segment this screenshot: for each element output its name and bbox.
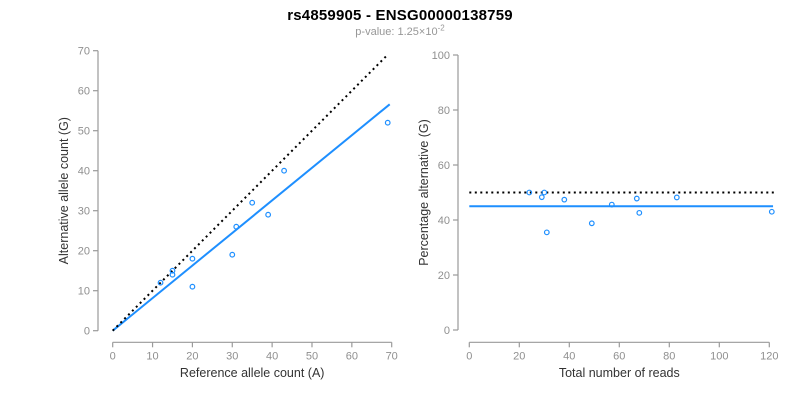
data-point xyxy=(384,119,391,126)
pvalue-text: p-value: 1.25×10 xyxy=(355,26,438,38)
x-tick-label: 10 xyxy=(146,350,158,362)
x-tick-label: 60 xyxy=(346,350,358,362)
y-tick-label: 20 xyxy=(438,270,450,282)
identity-line xyxy=(111,53,389,332)
y-axis-title: Alternative allele count (G) xyxy=(57,117,71,264)
percentage-scatter-group: 0 20 40 60 80 100 0 20 40 60 80 100 120 Percentage al… xyxy=(417,50,778,380)
y-tick-label: 40 xyxy=(438,215,450,227)
data-point xyxy=(633,195,640,202)
data-point xyxy=(608,201,615,208)
figure-title: rs4859905 - ENSG00000138759 xyxy=(287,7,513,24)
data-point xyxy=(281,167,287,174)
data-point xyxy=(189,283,196,290)
y-tick-label: 30 xyxy=(78,206,90,218)
y-tick-label: 20 xyxy=(78,246,90,258)
y-tick-label: 80 xyxy=(438,105,450,117)
data-point xyxy=(561,196,568,203)
data-point xyxy=(768,208,775,215)
y-tick-label: 40 xyxy=(78,166,90,178)
y-tick-label: 60 xyxy=(78,86,90,98)
y-tick-label: 70 xyxy=(78,46,90,58)
data-point xyxy=(265,211,272,218)
data-point xyxy=(526,189,533,196)
y-tick-label: 0 xyxy=(84,326,90,338)
x-tick-label: 30 xyxy=(226,350,238,362)
x-tick-label: 40 xyxy=(266,350,278,362)
x-tick-label: 0 xyxy=(110,350,116,362)
data-point xyxy=(588,220,595,227)
figure-header: rs4859905 - ENSG00000138759 p-value: 1.2… xyxy=(0,0,800,38)
data-point xyxy=(541,189,548,196)
x-tick-label: 70 xyxy=(386,350,398,362)
x-tick-label: 0 xyxy=(466,350,472,362)
x-tick-label: 80 xyxy=(663,350,675,362)
y-tick-label: 100 xyxy=(432,50,450,62)
y-tick-label: 50 xyxy=(78,126,90,138)
data-point xyxy=(673,194,680,201)
data-point xyxy=(538,194,545,201)
pvalue-exponent: -2 xyxy=(437,23,445,33)
data-point xyxy=(169,267,176,274)
x-tick-label: 120 xyxy=(760,350,778,362)
data-point xyxy=(189,255,196,262)
x-tick-label: 40 xyxy=(563,350,575,362)
x-tick-label: 100 xyxy=(710,350,728,362)
allele-count-scatter-group: 0 10 20 30 40 50 60 70 0 10 20 30 40 50 60 70 Alternativ… xyxy=(57,46,398,381)
y-axis-title: Percentage alternative (G) xyxy=(417,119,431,266)
fitted-proportion-line xyxy=(112,103,391,332)
data-point xyxy=(636,209,643,216)
x-tick-label: 20 xyxy=(513,350,525,362)
data-point xyxy=(233,223,240,230)
x-axis-title: Total number of reads xyxy=(559,366,680,380)
y-tick-label: 0 xyxy=(444,325,450,337)
x-tick-label: 60 xyxy=(613,350,625,362)
x-axis-title: Reference allele count (A) xyxy=(180,366,325,380)
data-point xyxy=(157,279,164,286)
data-point xyxy=(543,229,550,236)
y-tick-label: 60 xyxy=(438,160,450,172)
data-point xyxy=(249,199,256,206)
figure-subtitle: p-value: 1.25×10-2 xyxy=(0,23,800,38)
data-point xyxy=(229,251,236,258)
y-tick-label: 10 xyxy=(78,286,90,298)
x-tick-label: 20 xyxy=(186,350,198,362)
x-tick-label: 50 xyxy=(306,350,318,362)
